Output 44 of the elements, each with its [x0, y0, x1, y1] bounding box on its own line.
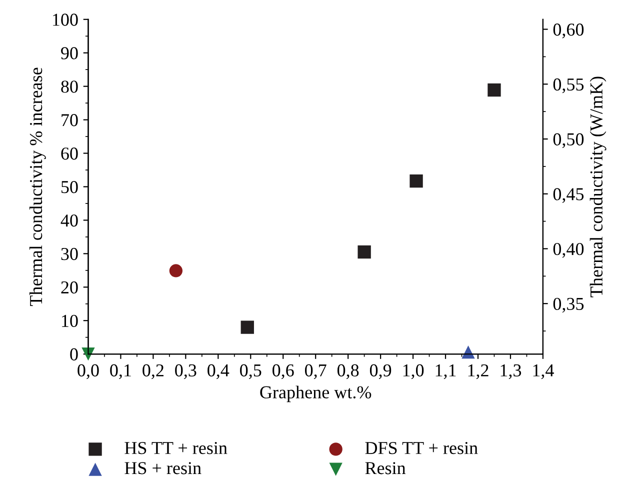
point [358, 245, 371, 259]
y-tick-label: 0 [70, 348, 78, 360]
legend-label: HS TT + resin [124, 442, 228, 454]
y-tick-label: 100 [53, 14, 78, 26]
x-tick-label: 1,2 [468, 364, 488, 380]
y-axis-title: Thermal conductivity % increase [29, 68, 46, 306]
x-tick-label: 1,3 [500, 364, 522, 380]
x-tick-label: 1,1 [436, 364, 456, 380]
x-tick-label: 0,2 [142, 364, 164, 380]
x-tick-label: 0,3 [175, 364, 196, 380]
legend-label: Resin [365, 462, 406, 474]
y2-tick-label: 0,55 [553, 78, 584, 94]
x-tick-label: 0,7 [305, 364, 326, 380]
x-tick-label: 0,5 [240, 364, 262, 380]
x-tick-label: 1,4 [533, 364, 554, 380]
y-tick-label: 70 [62, 114, 78, 126]
y2-tick-label: 0,50 [553, 133, 584, 148]
y-tick-label: 50 [62, 180, 78, 194]
point [488, 83, 501, 97]
point [410, 174, 423, 188]
y-tick-label: 90 [61, 47, 78, 60]
y2-tick-label: 0,45 [553, 188, 584, 203]
y-tick-label: 10 [62, 314, 78, 328]
y-tick-label: 60 [61, 148, 78, 160]
point [240, 320, 254, 334]
y-tick-label: 20 [61, 281, 78, 294]
point [169, 264, 183, 278]
x-tick-label: 0,0 [78, 364, 99, 380]
x-tick-label: 0,6 [272, 364, 294, 380]
x-tick-label: 0,9 [370, 364, 392, 380]
x-axis-title: Graphene wt.% [260, 386, 372, 402]
y2-tick-label: 0,60 [553, 24, 584, 38]
y-tick-label: 40 [60, 214, 78, 227]
y2-tick-label: 0,35 [553, 298, 584, 313]
x-tick-label: 0,1 [110, 364, 131, 380]
legend-label: HS + resin [124, 462, 202, 474]
y2-tick-label: 0,40 [553, 242, 584, 258]
legend-label: DFS TT + resin [365, 442, 478, 454]
y-tick-label: 30 [61, 248, 78, 260]
x-tick-label: 1,0 [403, 364, 424, 380]
x-tick-label: 0,4 [208, 364, 230, 380]
y-tick-label: 80 [61, 80, 78, 93]
x-tick-label: 0,8 [337, 364, 359, 380]
y2-axis-title: Thermal conductivity (W/mK) [590, 76, 606, 298]
